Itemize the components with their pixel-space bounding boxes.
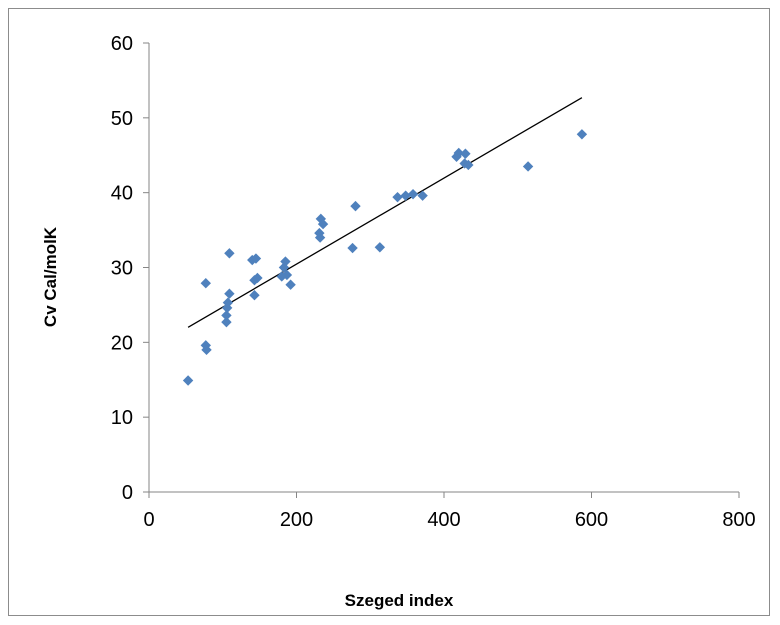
- data-point: [280, 256, 291, 267]
- data-point: [222, 297, 234, 308]
- x-tick-label: 200: [280, 509, 313, 531]
- x-tick-label: 600: [575, 509, 608, 531]
- y-axis-title: Cv Cal/molK: [41, 226, 60, 327]
- data-point: [201, 344, 212, 356]
- x-tick-label: 0: [143, 509, 154, 531]
- data-point: [315, 213, 327, 225]
- data-point: [221, 316, 232, 328]
- data-point: [350, 200, 361, 212]
- x-tick-label: 800: [722, 509, 755, 531]
- data-point: [249, 289, 260, 301]
- data-point: [522, 161, 534, 172]
- data-point: [463, 159, 474, 171]
- y-tick-label: 0: [122, 482, 133, 504]
- data-point: [182, 375, 194, 386]
- data-point: [576, 129, 588, 140]
- y-tick-label: 60: [111, 33, 133, 55]
- x-axis-title: Szeged index: [345, 591, 454, 610]
- y-tick-label: 40: [111, 183, 133, 205]
- data-point: [314, 232, 326, 243]
- data-point: [285, 279, 296, 290]
- data-point: [252, 272, 263, 284]
- data-point: [224, 288, 235, 299]
- data-point: [221, 310, 232, 321]
- data-point: [224, 248, 235, 259]
- data-point: [278, 262, 290, 273]
- x-tick-label: 400: [427, 509, 460, 531]
- data-point: [347, 242, 358, 254]
- data-point: [392, 191, 403, 203]
- y-tick-label: 10: [111, 407, 133, 429]
- y-tick-label: 20: [111, 332, 133, 354]
- data-point: [281, 269, 293, 281]
- data-point: [200, 278, 211, 289]
- y-tick-label: 30: [111, 258, 133, 280]
- chart-area: 0 10 20 30 40 50 60 0 200 400 600 800 Szeged index …: [8, 8, 770, 616]
- data-point: [374, 242, 386, 253]
- data-point: [407, 188, 419, 200]
- data-point: [460, 148, 471, 159]
- axes: [143, 42, 740, 498]
- data-point: [453, 147, 464, 159]
- trendline-layer: [187, 97, 583, 328]
- data-points: [182, 129, 588, 386]
- y-tick-label: 50: [111, 108, 133, 130]
- linear-trendline: [187, 97, 583, 328]
- data-point: [400, 190, 411, 201]
- data-point: [250, 253, 262, 264]
- data-point: [417, 190, 428, 201]
- data-point: [317, 218, 329, 230]
